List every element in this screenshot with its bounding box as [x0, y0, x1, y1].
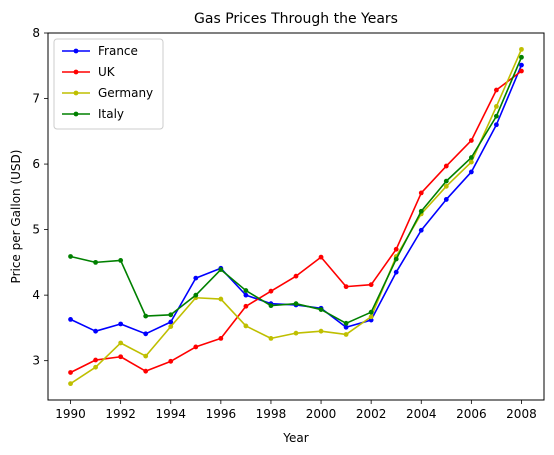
data-point-germany: [318, 328, 324, 334]
legend-marker-italy: [73, 111, 79, 117]
y-tick-label: 6: [32, 157, 40, 171]
data-point-france: [118, 321, 124, 327]
plot-frame: [47, 32, 545, 401]
data-point-italy: [118, 258, 124, 263]
x-axis-label: Year: [282, 431, 308, 445]
legend-label-germany: Germany: [98, 86, 153, 100]
data-point-uk: [268, 288, 274, 294]
data-point-uk: [519, 68, 524, 74]
data-point-uk: [318, 254, 324, 260]
data-point-france: [343, 324, 349, 330]
x-tick-label: 2002: [356, 407, 387, 421]
data-point-italy: [68, 254, 73, 259]
data-point-uk: [418, 190, 424, 196]
x-tick-label: 2004: [406, 407, 437, 421]
y-tick-label: 5: [32, 223, 40, 237]
data-point-germany: [218, 296, 224, 302]
data-point-france: [443, 197, 449, 202]
x-tick-label: 2000: [306, 407, 337, 421]
x-tick-label: 1990: [55, 407, 86, 421]
data-point-italy: [218, 267, 224, 272]
y-tick-label: 7: [32, 92, 40, 106]
data-point-uk: [393, 246, 399, 252]
legend-marker-france: [73, 48, 79, 54]
x-tick-label: 1992: [105, 407, 136, 421]
data-point-germany: [468, 159, 474, 165]
y-axis-label: Price per Gallon (USD): [9, 150, 23, 284]
y-tick-label: 4: [32, 288, 40, 302]
data-point-germany: [143, 353, 149, 359]
data-point-germany: [118, 340, 124, 346]
data-point-italy: [443, 178, 449, 184]
data-point-italy: [143, 313, 149, 319]
data-point-germany: [519, 46, 524, 52]
data-point-germany: [268, 335, 274, 341]
data-point-italy: [519, 54, 524, 60]
data-point-germany: [343, 332, 349, 337]
data-point-france: [193, 275, 199, 281]
data-point-germany: [368, 314, 374, 320]
data-point-germany: [494, 104, 499, 109]
data-point-italy: [343, 320, 349, 326]
data-point-uk: [443, 163, 449, 169]
data-point-italy: [93, 259, 98, 265]
data-point-uk: [168, 358, 174, 364]
data-point-italy: [268, 303, 274, 309]
data-point-france: [519, 62, 524, 68]
data-point-italy: [293, 301, 299, 307]
data-point-uk: [193, 344, 199, 350]
data-point-france: [494, 122, 499, 128]
data-point-france: [93, 328, 98, 334]
data-point-france: [143, 331, 149, 337]
data-point-uk: [243, 303, 249, 309]
x-tick-label: 1998: [256, 407, 287, 421]
legend-label-france: France: [98, 44, 138, 58]
data-point-italy: [168, 312, 174, 318]
legend-marker-germany: [73, 90, 79, 96]
data-point-germany: [93, 364, 98, 370]
y-tick-label: 8: [32, 26, 40, 40]
data-point-france: [243, 292, 249, 298]
data-point-uk: [494, 87, 499, 93]
data-point-france: [418, 227, 424, 233]
data-point-germany: [293, 330, 299, 336]
data-point-italy: [193, 292, 199, 298]
legend: France UK Germany Italy: [53, 38, 164, 130]
data-point-uk: [343, 284, 349, 290]
data-point-france: [68, 316, 73, 322]
data-point-france: [393, 269, 399, 275]
data-point-uk: [293, 273, 299, 279]
data-point-uk: [368, 282, 374, 288]
legend-label-italy: Italy: [98, 107, 124, 121]
data-point-uk: [68, 370, 73, 375]
data-point-italy: [468, 155, 474, 160]
data-point-italy: [418, 208, 424, 214]
legend-label-uk: UK: [98, 65, 116, 79]
data-point-italy: [368, 309, 374, 315]
data-point-italy: [318, 307, 324, 312]
data-point-germany: [243, 323, 249, 329]
data-point-france: [168, 319, 174, 325]
x-tick-label: 1996: [206, 407, 237, 421]
data-point-germany: [68, 381, 73, 387]
data-point-uk: [468, 138, 474, 143]
data-point-uk: [218, 335, 224, 341]
data-point-germany: [443, 183, 449, 189]
data-point-france: [468, 169, 474, 175]
chart-title: Gas Prices Through the Years: [194, 11, 398, 27]
data-point-uk: [143, 368, 149, 374]
data-point-uk: [93, 357, 98, 363]
data-point-italy: [494, 113, 499, 119]
x-tick-label: 1994: [155, 407, 186, 421]
x-tick-label: 2006: [456, 407, 487, 421]
y-tick-label: 3: [32, 354, 40, 368]
legend-marker-uk: [73, 69, 79, 75]
legend-frame: [53, 38, 164, 130]
data-point-italy: [393, 256, 399, 262]
data-point-italy: [243, 288, 249, 293]
data-point-uk: [118, 354, 124, 360]
data-point-germany: [168, 324, 174, 329]
x-tick-label: 2008: [506, 407, 537, 421]
